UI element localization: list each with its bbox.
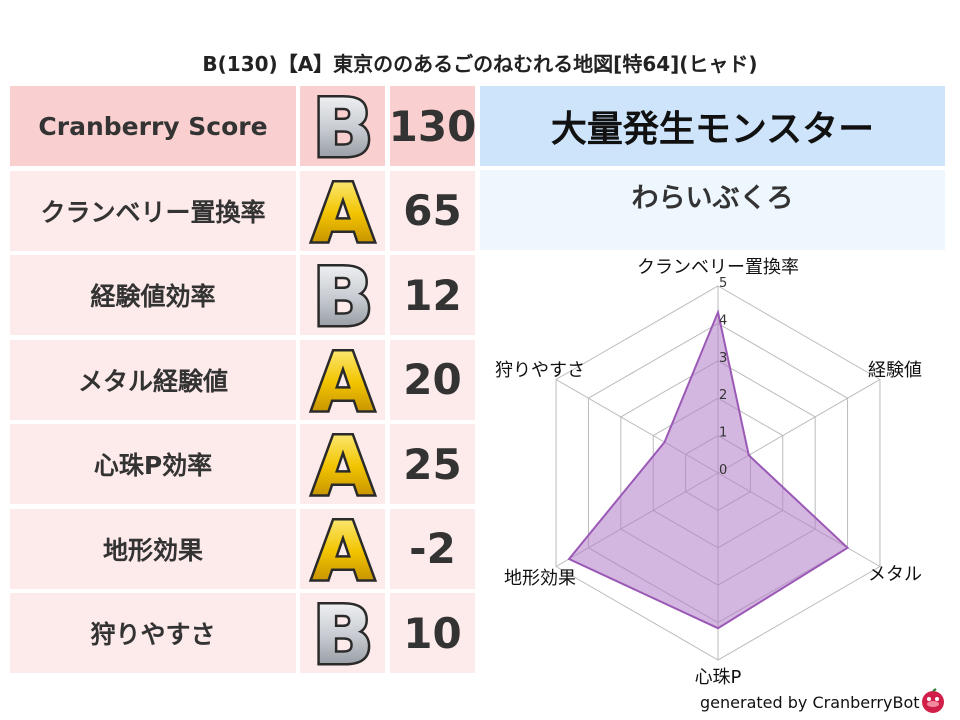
radar-tick-label: 2 bbox=[719, 388, 727, 403]
grade-badge: B bbox=[300, 86, 385, 166]
row-value: 25 bbox=[390, 424, 475, 504]
radar-grid-ring bbox=[620, 360, 816, 586]
row-value: 20 bbox=[390, 339, 475, 420]
radar-spoke bbox=[555, 472, 719, 567]
grade-b-icon: B bbox=[310, 86, 376, 166]
radar-grid-ring bbox=[652, 397, 784, 549]
row-label: メタル経験値 bbox=[10, 339, 296, 420]
footer-credit: generated by CranberryBot bbox=[700, 693, 920, 712]
grade-letter: B bbox=[312, 255, 373, 335]
grade-badge: B bbox=[300, 255, 385, 335]
radar-axis-label: 狩りやすさ bbox=[495, 360, 585, 381]
radar-spoke bbox=[555, 379, 719, 474]
row-label: 心珠P効率 bbox=[10, 424, 296, 504]
grade-a-icon: A bbox=[309, 340, 376, 420]
row-value: 12 bbox=[390, 255, 475, 335]
row-label: クランベリー置換率 bbox=[10, 170, 296, 251]
monster-name: わらいぶくろ bbox=[480, 170, 945, 250]
radar-axis-label: 心珠P bbox=[695, 667, 742, 688]
radar-axis-label: クランベリー置換率 bbox=[637, 257, 799, 278]
grade-letter: A bbox=[312, 509, 374, 589]
grade-badge: B bbox=[300, 593, 385, 673]
grade-a-icon: A bbox=[309, 424, 376, 504]
grade-a-icon: A bbox=[309, 171, 376, 251]
grade-letter: A bbox=[312, 171, 374, 251]
page-title: B(130)【A】東京ののあるごのねむれる地図[特64](ヒャド) bbox=[202, 52, 758, 76]
radar-axis-label: 地形効果 bbox=[504, 568, 576, 589]
cranberry-logo-icon bbox=[922, 688, 944, 713]
grade-letter: B bbox=[312, 86, 373, 166]
grade-b-icon: B bbox=[310, 255, 376, 335]
grade-b-icon: B bbox=[310, 593, 376, 673]
grade-badge: A bbox=[300, 339, 385, 420]
row-label: 経験値効率 bbox=[10, 255, 296, 335]
row-value: 10 bbox=[390, 593, 475, 673]
radar-grid-ring bbox=[555, 285, 881, 661]
grade-letter: A bbox=[312, 424, 374, 504]
grade-a-icon: A bbox=[309, 509, 376, 589]
radar-grid-ring bbox=[587, 322, 849, 624]
grade-badge: A bbox=[300, 508, 385, 589]
radar-grid-ring bbox=[685, 435, 751, 511]
row-value: 65 bbox=[390, 170, 475, 251]
row-label: 狩りやすさ bbox=[10, 593, 296, 673]
radar-spoke bbox=[717, 379, 881, 474]
grade-badge: A bbox=[300, 424, 385, 504]
radar-tick-label: 3 bbox=[719, 351, 727, 366]
monster-heading: 大量発生モンスター bbox=[480, 86, 945, 166]
row-value: 130 bbox=[389, 86, 476, 166]
radar-spoke bbox=[717, 472, 881, 567]
row-label: 地形効果 bbox=[10, 508, 296, 589]
row-label: Cranberry Score bbox=[10, 86, 296, 166]
radar-axis-label: メタル bbox=[868, 564, 922, 585]
radar-tick-label: 0 bbox=[719, 463, 727, 478]
radar-tick-label: 1 bbox=[719, 426, 727, 441]
grade-letter: B bbox=[312, 593, 373, 673]
radar-tick-label: 5 bbox=[719, 276, 727, 291]
grade-letter: A bbox=[312, 340, 374, 420]
radar-axis-label: 経験値 bbox=[868, 360, 922, 381]
grade-badge: A bbox=[300, 170, 385, 251]
radar-series-area bbox=[567, 308, 850, 630]
row-value: -2 bbox=[390, 508, 475, 589]
radar-tick-label: 4 bbox=[719, 313, 727, 328]
